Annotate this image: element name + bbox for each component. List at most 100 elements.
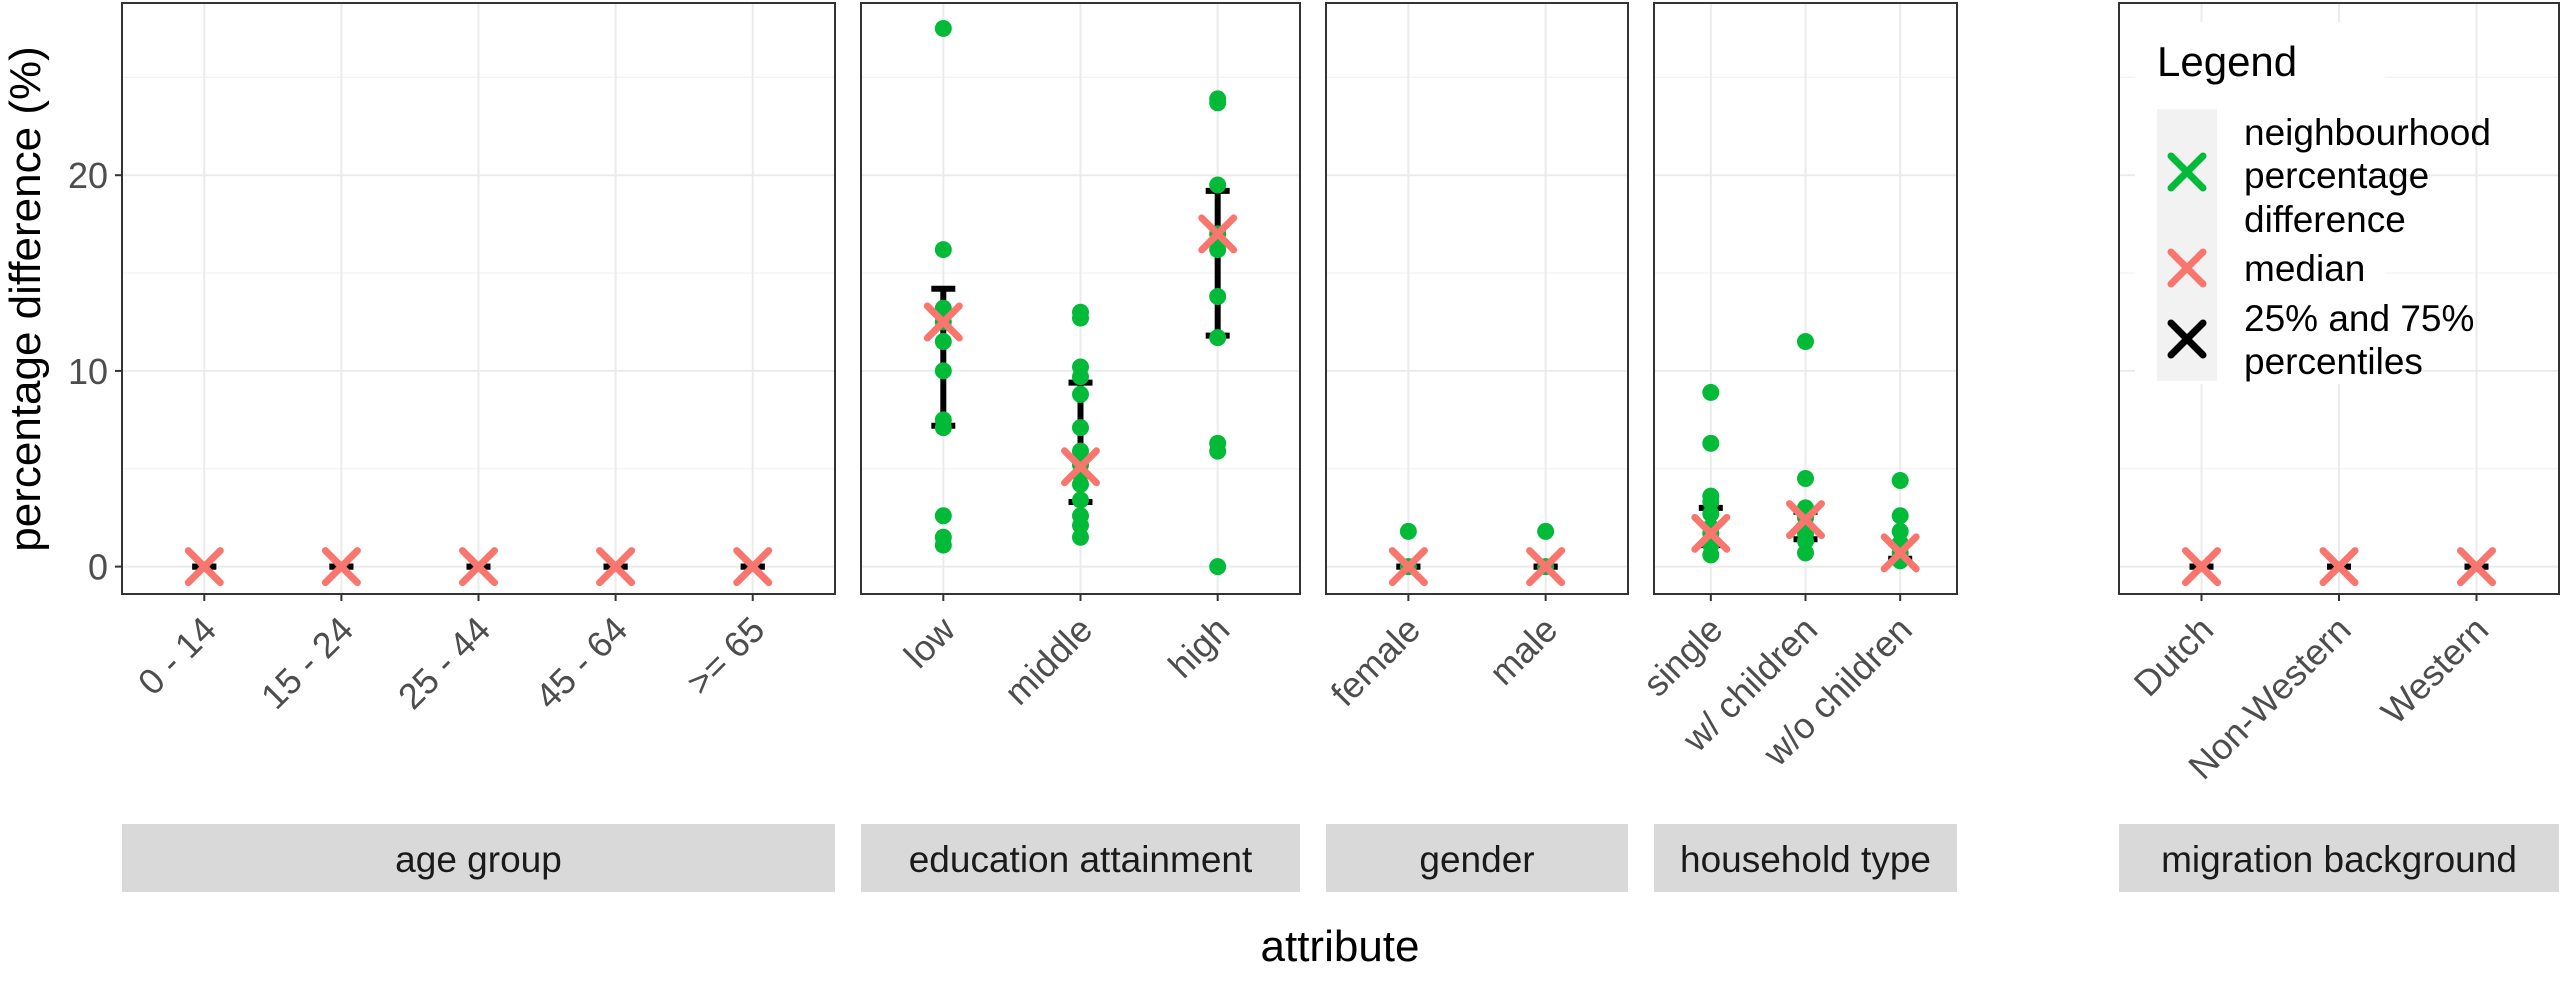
- facet-panel-1: education attainment: [860, 2, 1301, 892]
- facet-strip: [1326, 824, 1628, 892]
- data-point: [934, 299, 952, 317]
- x-tick-label: male: [1481, 609, 1565, 693]
- data-point: [1797, 470, 1814, 488]
- median-marker: [1388, 547, 1428, 587]
- facet-strip: [122, 824, 835, 892]
- category-2-1: [1526, 522, 1566, 587]
- data-point: [1702, 546, 1720, 564]
- data-point: [1797, 544, 1814, 562]
- panel-border: [1325, 2, 1629, 595]
- category-1-2: [1198, 90, 1238, 576]
- legend-title: Legend: [2157, 38, 2297, 85]
- x-tick-label: 25 - 44: [390, 609, 498, 717]
- category-3-0: [1691, 383, 1731, 564]
- legend-label-2: 25% and 75% percentiles: [2244, 298, 2474, 382]
- data-point: [934, 333, 952, 351]
- category-0-4: [733, 547, 773, 587]
- data-point: [1072, 517, 1089, 535]
- data-point: [1209, 94, 1227, 112]
- data-point: [1209, 176, 1227, 194]
- facet-strip-label: age group: [395, 839, 562, 880]
- data-point: [1072, 309, 1089, 327]
- facet-panel-3: household type: [1653, 2, 1958, 892]
- median-marker: [321, 547, 361, 587]
- data-point: [1891, 507, 1909, 525]
- median-marker: [596, 547, 636, 587]
- x-tick-label: Dutch: [2126, 609, 2221, 704]
- data-point: [934, 419, 952, 437]
- data-point: [1072, 491, 1089, 509]
- axes: 0 - 14 15 - 24 25 - 44 45 - 64 >= 65 low middl…: [68, 155, 2496, 787]
- category-1-1: [1061, 303, 1100, 546]
- category-4-2: [2457, 547, 2496, 587]
- x-axis-title: attribute: [1261, 922, 1420, 971]
- y-tick-label: 0: [88, 547, 108, 588]
- median-marker: [1526, 547, 1566, 587]
- legend-label-line: 25% and 75%: [2244, 298, 2474, 339]
- facet-strip-label: household type: [1680, 839, 1931, 880]
- legend-key-2: [2167, 319, 2207, 359]
- data-point: [1209, 329, 1227, 347]
- facet-panel-4: migration background: [2118, 2, 2560, 892]
- facet-panel-2: gender: [1325, 2, 1629, 892]
- x-tick-label: 0 - 14: [130, 609, 224, 703]
- legend-label-line: difference: [2244, 199, 2406, 240]
- median-marker: [1786, 500, 1825, 540]
- data-point: [1797, 333, 1814, 351]
- x-tick-label: low: [896, 608, 964, 676]
- median-marker: [1198, 214, 1238, 254]
- median-marker: [2319, 547, 2359, 587]
- median-marker: [733, 547, 773, 587]
- data-point: [1891, 471, 1909, 489]
- category-0-0: [184, 547, 224, 587]
- median-marker: [923, 302, 963, 342]
- category-0-1: [321, 547, 361, 587]
- category-2-0: [1388, 522, 1428, 587]
- data-point: [1072, 419, 1089, 437]
- legend-label-1: median: [2244, 248, 2365, 289]
- data-point: [1702, 383, 1720, 401]
- x-tick-label: 15 - 24: [253, 609, 361, 717]
- y-tick-label: 20: [68, 155, 108, 196]
- data-point: [934, 362, 952, 380]
- category-3-1: [1786, 333, 1825, 562]
- data-point: [1399, 522, 1417, 540]
- data-point: [934, 536, 952, 554]
- category-1-0: [923, 19, 963, 554]
- median-marker: [1061, 447, 1100, 487]
- x-tick-label: Western: [2373, 609, 2496, 732]
- legend-label-line: median: [2244, 248, 2365, 289]
- x-tick-label: 45 - 64: [527, 609, 635, 717]
- category-4-0: [2182, 547, 2221, 587]
- x-tick-label: high: [1160, 609, 1237, 686]
- data-point: [1072, 528, 1089, 546]
- x-tick-label: female: [1323, 609, 1428, 714]
- category-0-2: [459, 547, 498, 587]
- data-point: [1209, 442, 1227, 460]
- legend-key-0: [2167, 152, 2207, 192]
- facet-strip: [1654, 824, 1957, 892]
- data-point: [1891, 522, 1909, 540]
- facet-strip: [861, 824, 1300, 892]
- legend-label-line: neighbourhood: [2244, 112, 2491, 153]
- facet-panels: age group education attainment gender house…: [121, 2, 2560, 892]
- category-4-1: [2319, 547, 2359, 587]
- median-marker: [459, 547, 498, 587]
- x-tick-label: >= 65: [678, 609, 772, 703]
- data-point: [1072, 368, 1089, 386]
- median-marker: [1691, 513, 1731, 553]
- data-point: [934, 507, 952, 525]
- legend-key-1: [2167, 248, 2207, 288]
- legend-label-line: percentage: [2244, 155, 2429, 196]
- category-3-2: [1880, 471, 1920, 573]
- data-point: [1209, 241, 1227, 259]
- facet-strip-label: education attainment: [909, 839, 1253, 880]
- data-point: [1702, 505, 1720, 523]
- data-point: [1072, 475, 1089, 493]
- data-point: [1072, 385, 1089, 403]
- data-point: [1537, 522, 1555, 540]
- median-marker: [2457, 547, 2496, 587]
- x-tick-label: middle: [996, 609, 1100, 713]
- facet-strip-label: gender: [1419, 839, 1534, 880]
